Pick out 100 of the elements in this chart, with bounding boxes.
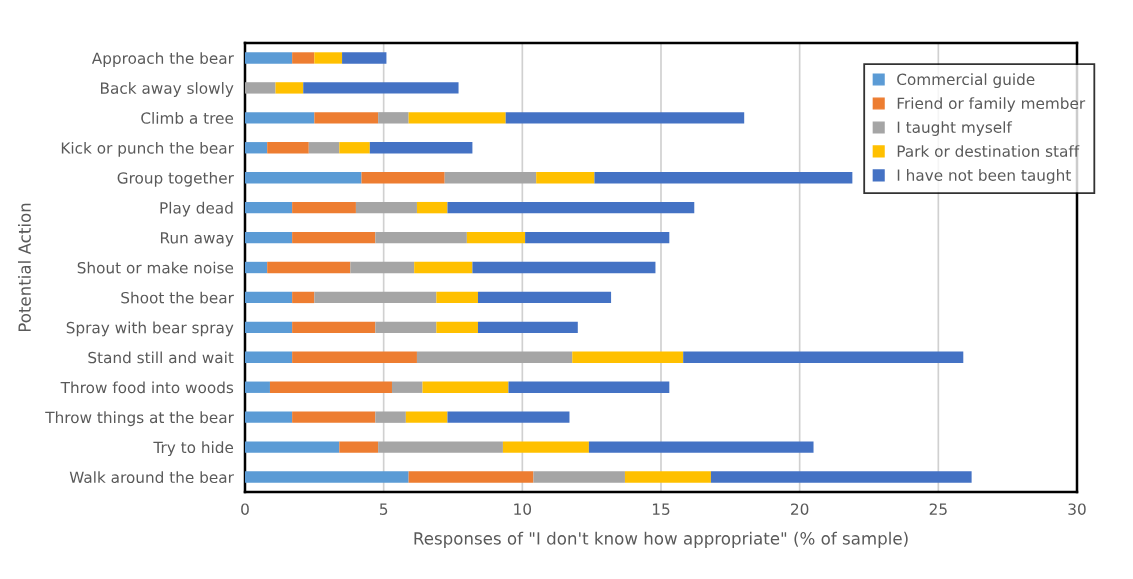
bar [245, 231, 293, 244]
y-tick-label: Kick or punch the bear [61, 141, 234, 157]
bar [292, 52, 315, 64]
bar [525, 231, 670, 244]
bar [292, 201, 356, 214]
bar [292, 411, 376, 423]
legend-label: Park or destination staff [897, 145, 1080, 157]
bar [267, 261, 351, 274]
bar [447, 411, 570, 423]
x-tick-label: 15 [652, 503, 670, 515]
bar [292, 231, 376, 244]
y-axis-title: Potential Action [18, 203, 31, 332]
x-tick-label: 25 [929, 503, 947, 515]
bar [245, 112, 315, 124]
bar [245, 142, 268, 154]
bar [408, 112, 506, 124]
bar [314, 112, 379, 124]
y-tick-label: Walk around the bear [69, 471, 234, 484]
legend-label: Commercial guide [897, 73, 1035, 89]
bar [245, 172, 362, 184]
bar [245, 351, 293, 363]
bar [314, 52, 343, 64]
y-tick-label: Run away [160, 232, 234, 247]
bar [355, 201, 417, 214]
y-tick-label: Stand still and wait [88, 351, 234, 364]
bar [444, 172, 537, 184]
x-tick-label: 30 [1068, 503, 1086, 515]
legend-label: I taught myself [897, 121, 1013, 136]
bar [375, 411, 406, 423]
legend-label: Friend or family member [897, 97, 1086, 113]
bar [405, 411, 448, 423]
bar [314, 291, 437, 304]
bar [269, 381, 392, 393]
bar [245, 261, 268, 274]
bar [303, 82, 459, 94]
bar [245, 471, 409, 483]
y-tick-label: Back away slowly [100, 82, 234, 97]
bar [245, 52, 293, 64]
bar [422, 381, 509, 393]
bar [683, 351, 964, 363]
bar [245, 411, 293, 423]
bar [624, 471, 711, 483]
bar [408, 471, 534, 483]
x-tick-label: 5 [379, 503, 388, 515]
bar [533, 471, 625, 483]
y-tick-label: Climb a tree [141, 112, 234, 124]
bar [245, 291, 293, 304]
bar [572, 351, 684, 363]
bar [275, 82, 304, 94]
bar [508, 381, 670, 393]
y-tick-label: Try to hide [153, 441, 234, 457]
y-tick-label: Spray with bear spray [66, 321, 234, 337]
bar [447, 201, 695, 214]
bar [466, 231, 526, 244]
bar [477, 321, 578, 334]
bar [292, 351, 417, 363]
bar [416, 201, 448, 214]
bar [378, 441, 503, 453]
bar [502, 441, 589, 453]
bar [588, 441, 814, 453]
bar [375, 231, 467, 244]
bar [342, 52, 387, 64]
bar [414, 261, 473, 274]
bar [416, 351, 573, 363]
y-tick-label: Throw food into woods [60, 381, 234, 394]
bar [477, 291, 612, 304]
bar [505, 112, 745, 124]
bar [339, 441, 379, 453]
bar [369, 142, 473, 154]
bar [472, 261, 656, 274]
legend-label: I have not been taught [897, 169, 1071, 184]
bar [339, 142, 370, 154]
bar [308, 142, 340, 154]
bar [245, 321, 293, 334]
x-tick-label: 20 [791, 503, 809, 515]
x-tick-label: 0 [241, 503, 249, 515]
bar [710, 471, 972, 483]
bar [536, 172, 595, 184]
y-tick-label: Shoot the bear [121, 291, 234, 304]
y-tick-label: Group together [117, 171, 234, 187]
bar [391, 381, 423, 393]
x-axis-title: Responses of "I don't know how appropriate" (% of sample) [414, 531, 908, 548]
bar [594, 172, 853, 184]
y-tick-label: Throw things at the bear [45, 411, 234, 427]
bar [436, 321, 478, 334]
bar [245, 441, 340, 453]
bar [378, 112, 409, 124]
y-tick-label: Play dead [160, 201, 233, 217]
bar [292, 291, 315, 304]
bar [361, 172, 445, 184]
bar [350, 261, 415, 274]
bar [436, 291, 478, 304]
bar [267, 142, 309, 154]
y-tick-label: Shout or make noise [77, 261, 234, 274]
bar [375, 321, 437, 334]
bar [245, 82, 276, 94]
bar [245, 201, 293, 214]
bar [245, 381, 270, 393]
x-tick-label: 10 [514, 503, 532, 515]
y-tick-label: Approach the bear [91, 52, 234, 67]
